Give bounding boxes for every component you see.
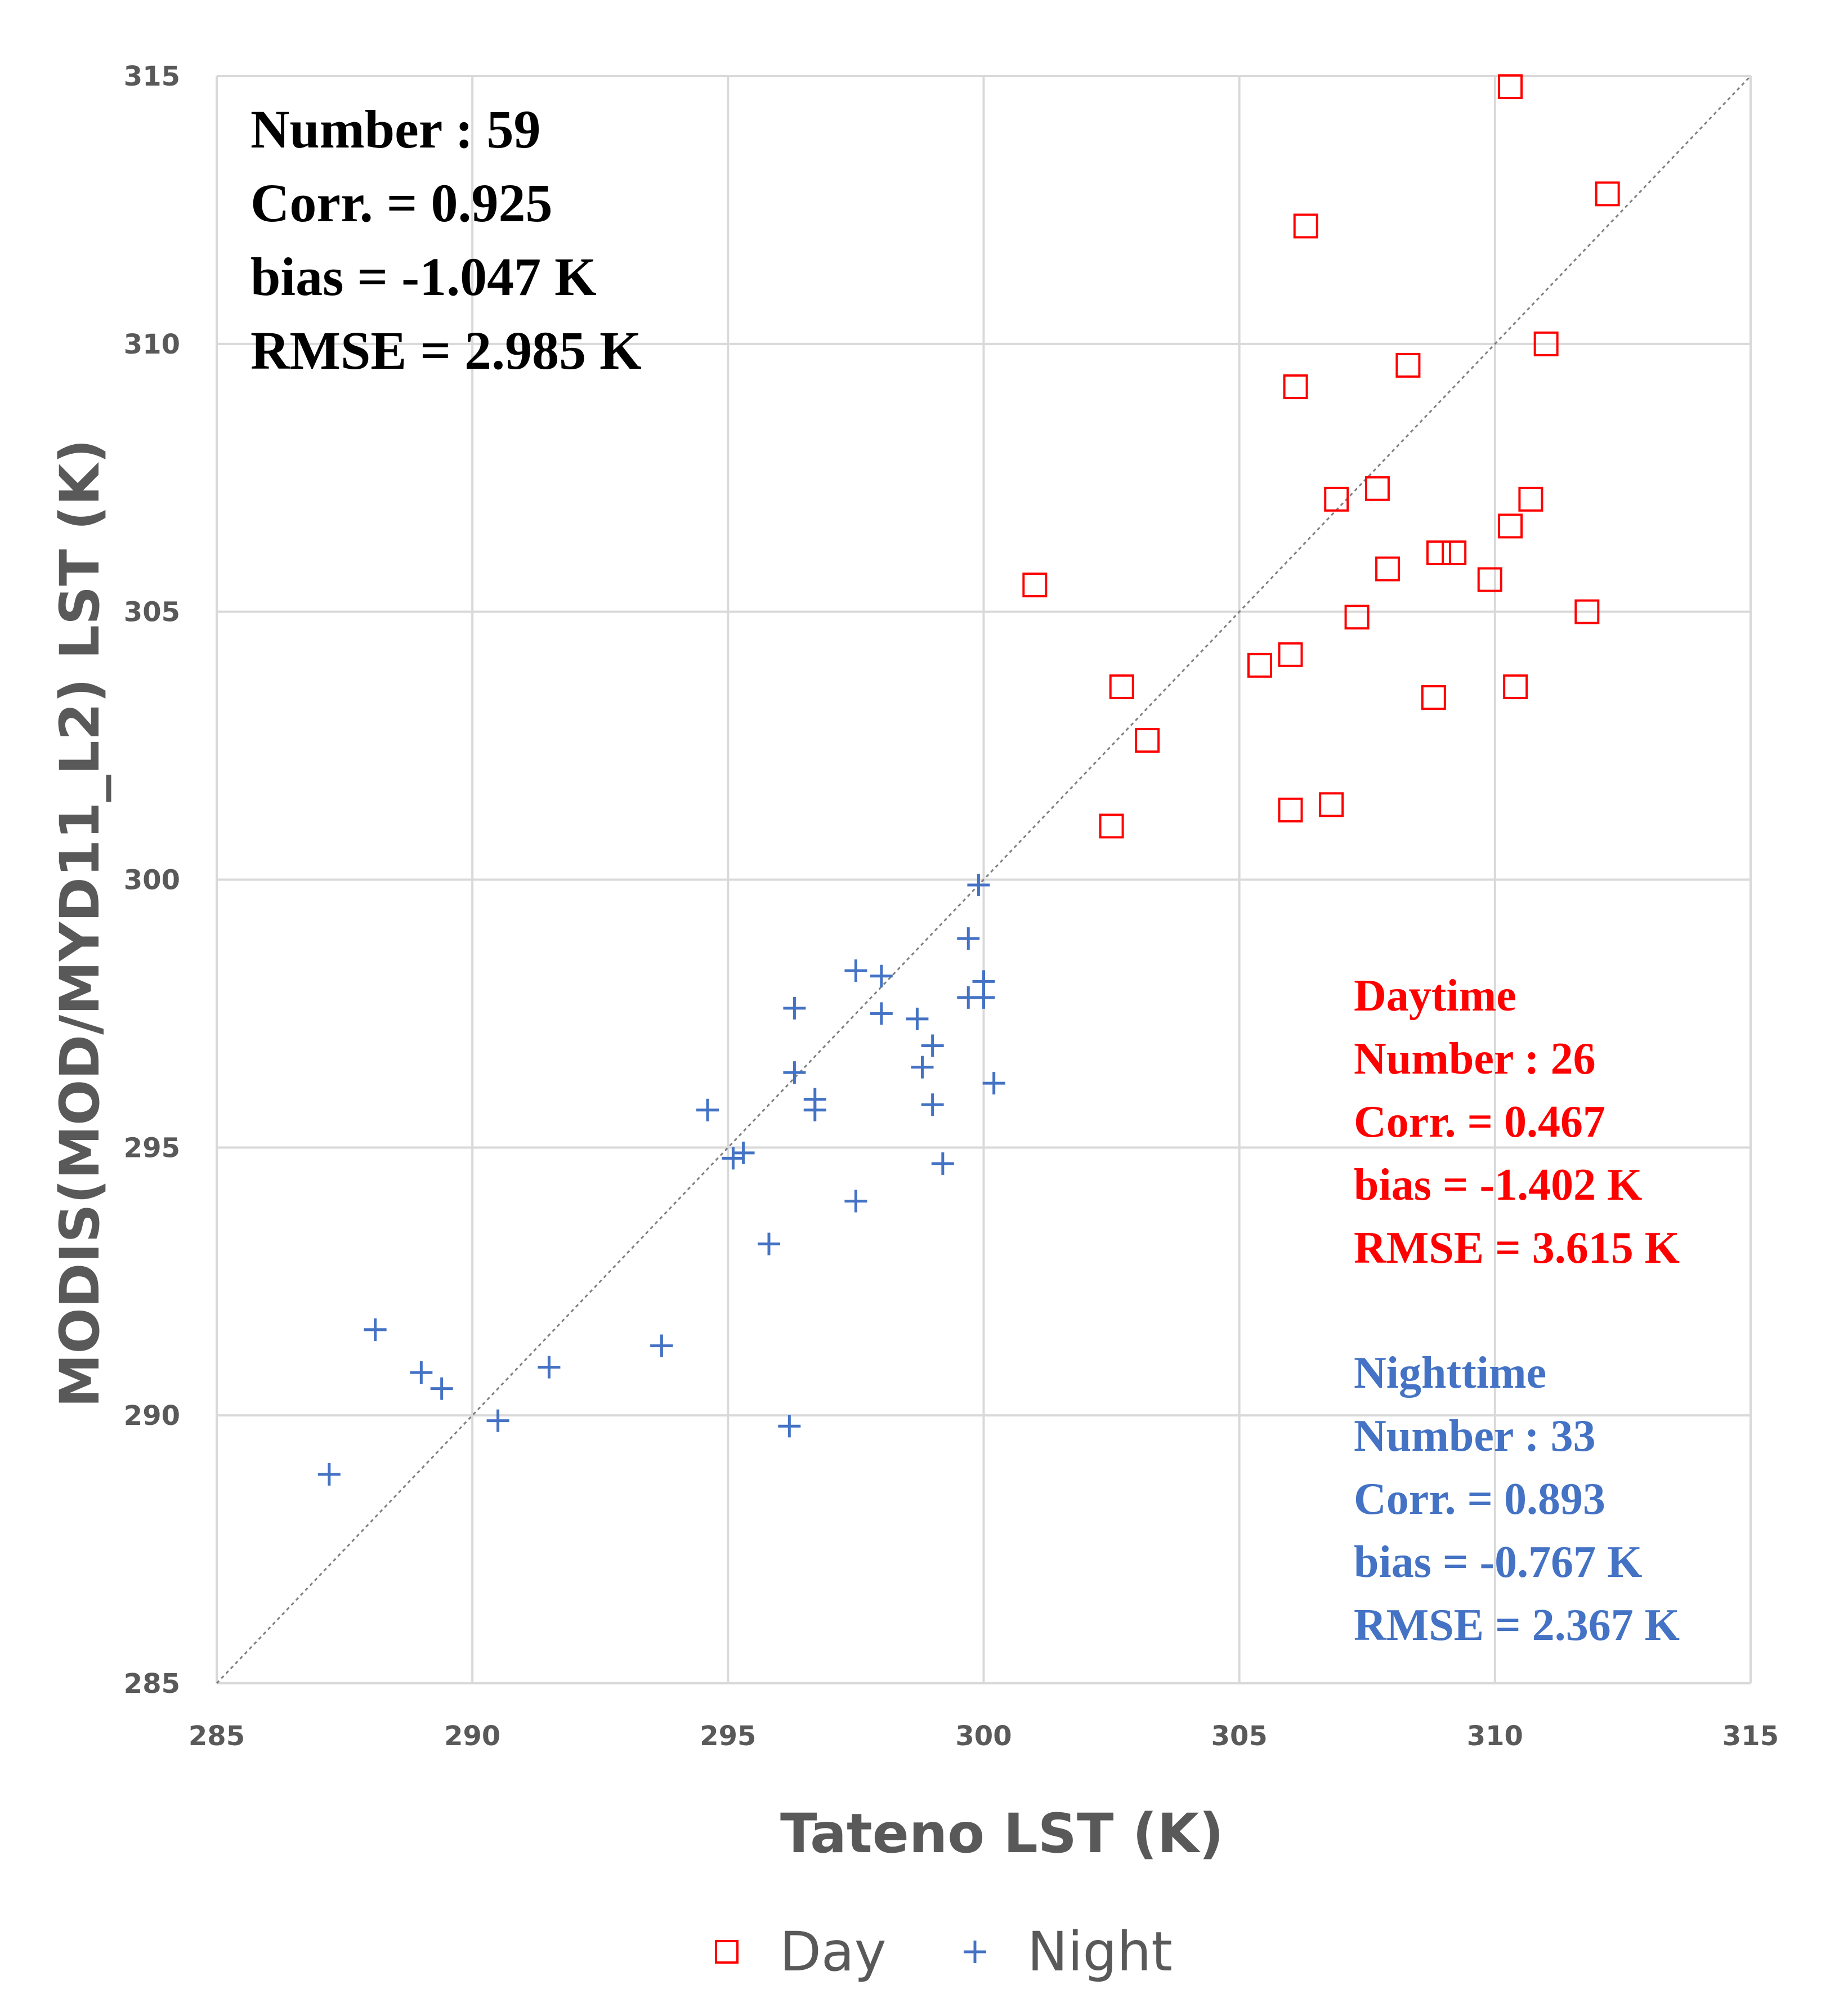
day-point <box>1533 331 1559 356</box>
night-point <box>870 1002 893 1025</box>
legend-day-label: Day <box>780 1920 887 1983</box>
stats-line: bias = -0.767 K <box>1354 1537 1642 1587</box>
day-point <box>1421 685 1446 710</box>
night-point <box>778 1415 801 1438</box>
day-point <box>1426 540 1451 565</box>
day-point <box>1109 674 1134 699</box>
day-point <box>1099 813 1124 839</box>
day-point <box>1375 556 1400 582</box>
day-point <box>1442 540 1467 565</box>
night-point <box>486 1409 509 1432</box>
day-point <box>1518 486 1543 512</box>
night-point <box>967 874 990 897</box>
day-point <box>1283 374 1308 399</box>
stats-line: RMSE = 2.367 K <box>1354 1601 1680 1650</box>
night-point <box>921 1093 944 1116</box>
night-point <box>364 1318 387 1341</box>
nighttime-stats-annotation: Nighttime Number : 33 Corr. = 0.893 bias = … <box>1354 1348 1680 1650</box>
night-point <box>844 959 867 982</box>
night-point <box>783 996 806 1020</box>
night-point <box>317 1463 341 1486</box>
stats-line: bias = -1.402 K <box>1354 1160 1642 1210</box>
overall-stat-line: Corr. = 0.925 <box>250 173 552 233</box>
night-point <box>982 1072 1005 1095</box>
night-point <box>430 1377 453 1400</box>
day-point <box>1595 181 1620 207</box>
day-point <box>1574 599 1600 624</box>
night-point <box>722 1147 745 1170</box>
one-to-one-line <box>216 75 1752 1684</box>
y-tick-label: 285 <box>124 1668 180 1700</box>
y-tick-label: 305 <box>124 597 180 628</box>
night-point <box>957 927 980 950</box>
day-point <box>1344 605 1370 630</box>
stats-line: Corr. = 0.893 <box>1354 1474 1605 1524</box>
y-tick-label: 300 <box>124 865 180 896</box>
y-tick-label: 315 <box>124 61 180 92</box>
night-point <box>410 1361 433 1384</box>
night-point <box>538 1356 561 1379</box>
day-point <box>1498 513 1523 539</box>
day-point <box>1022 573 1048 598</box>
day-point <box>1278 797 1303 823</box>
night-point <box>844 1190 867 1213</box>
night-point <box>732 1141 755 1164</box>
day-point <box>1293 213 1318 239</box>
night-point <box>650 1334 673 1357</box>
x-tick-label: 290 <box>444 1720 500 1752</box>
x-tick-label: 300 <box>955 1720 1012 1752</box>
day-point <box>1477 567 1502 592</box>
night-point <box>911 1056 934 1079</box>
day-point <box>1395 352 1421 378</box>
daytime-stats-annotation: Daytime Number : 26 Corr. = 0.467 bias = -1… <box>1354 971 1680 1273</box>
y-axis-title: MODIS(MOD/MYD11_L2) LST (K) <box>48 439 111 1407</box>
night-point <box>783 1061 806 1084</box>
x-axis-title: Tateno LST (K) <box>780 1802 1224 1865</box>
x-tick-label: 305 <box>1211 1720 1268 1752</box>
data-points <box>317 74 1620 1486</box>
night-point <box>803 1098 826 1121</box>
night-point <box>696 1098 719 1121</box>
night-point <box>870 964 893 987</box>
legend-night-marker <box>964 1941 986 1963</box>
day-point <box>1498 74 1523 100</box>
legend: Day Night <box>715 1920 1173 1983</box>
stats-line: RMSE = 3.615 K <box>1354 1223 1680 1273</box>
overall-stats-annotation: Number : 59 Corr. = 0.925 bias = -1.047 K R… <box>250 99 642 381</box>
legend-night-label: Night <box>1027 1920 1173 1983</box>
stats-heading: Nighttime <box>1354 1348 1546 1398</box>
x-tick-label: 315 <box>1722 1720 1779 1752</box>
night-point <box>921 1034 944 1057</box>
stats-heading: Daytime <box>1354 971 1516 1021</box>
reference-line-group <box>216 75 1752 1684</box>
x-tick-label: 295 <box>700 1720 756 1752</box>
stats-line: Corr. = 0.467 <box>1354 1097 1605 1147</box>
day-point <box>1319 792 1344 817</box>
y-tick-label: 290 <box>124 1400 180 1432</box>
overall-stat-line: Number : 59 <box>250 99 541 159</box>
night-point <box>906 1007 929 1030</box>
legend-day-marker <box>715 1940 739 1964</box>
y-tick-label: 310 <box>124 329 180 360</box>
day-point <box>1135 728 1160 753</box>
stats-line: Number : 26 <box>1354 1034 1596 1084</box>
overall-stat-line: RMSE = 2.985 K <box>250 320 642 381</box>
day-point <box>1278 642 1303 667</box>
x-tick-label: 285 <box>189 1720 245 1752</box>
stats-line: Number : 33 <box>1354 1411 1596 1461</box>
x-tick-label: 310 <box>1467 1720 1523 1752</box>
day-point <box>1247 652 1272 678</box>
night-point <box>931 1152 954 1175</box>
day-point <box>1324 486 1349 512</box>
y-tick-label: 295 <box>124 1132 180 1164</box>
tick-labels: 285 290 295 300 305 310 315 285 290 295 300 305 310 3… <box>124 61 1779 1752</box>
day-point <box>1503 674 1528 699</box>
overall-stat-line: bias = -1.047 K <box>250 247 597 307</box>
day-point <box>1364 476 1390 501</box>
night-point <box>972 986 995 1009</box>
night-point <box>758 1232 780 1255</box>
